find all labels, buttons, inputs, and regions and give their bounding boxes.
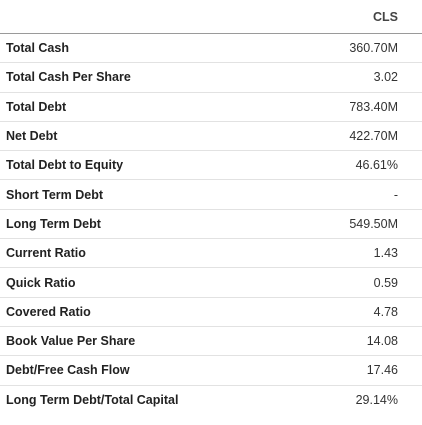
row-label: Total Cash Per Share — [6, 70, 131, 85]
table-row-quick-ratio: Quick Ratio 0.59 — [0, 268, 422, 298]
row-value: 46.61% — [355, 158, 398, 173]
row-value: 3.02 — [373, 70, 398, 85]
table-row-covered-ratio: Covered Ratio 4.78 — [0, 298, 422, 327]
row-value: 360.70M — [349, 41, 398, 56]
table-row-long-term-debt-total-capital: Long Term Debt/Total Capital 29.14% — [0, 386, 422, 415]
row-label: Long Term Debt — [6, 216, 101, 231]
row-value: 1.43 — [373, 246, 398, 261]
row-value: 783.40M — [349, 99, 398, 114]
row-label: Covered Ratio — [6, 304, 91, 319]
row-label: Debt/Free Cash Flow — [6, 363, 130, 378]
table-row-total-debt-to-equity: Total Debt to Equity 46.61% — [0, 151, 422, 181]
row-value: 4.78 — [373, 304, 398, 319]
table-row-book-value-per-share: Book Value Per Share 14.08 — [0, 327, 422, 357]
row-value: 0.59 — [373, 275, 398, 290]
row-label: Net Debt — [6, 129, 58, 144]
table-row-total-cash-per-share: Total Cash Per Share 3.02 — [0, 63, 422, 93]
table-row-net-debt: Net Debt 422.70M — [0, 122, 422, 152]
row-label: Book Value Per Share — [6, 334, 136, 349]
row-label: Total Cash — [6, 41, 69, 56]
row-label: Quick Ratio — [6, 275, 76, 290]
row-value: 17.46 — [366, 363, 398, 378]
row-value: 422.70M — [349, 129, 398, 144]
row-label: Current Ratio — [6, 246, 86, 261]
table-row-total-debt: Total Debt 783.40M — [0, 93, 422, 122]
table-header: CLS — [0, 0, 422, 34]
row-label: Short Term Debt — [6, 187, 103, 202]
row-label: Total Debt to Equity — [6, 158, 124, 173]
table-row-debt-free-cash-flow: Debt/Free Cash Flow 17.46 — [0, 356, 422, 386]
row-value: - — [393, 187, 398, 202]
row-label: Long Term Debt/Total Capital — [6, 393, 179, 408]
row-label: Total Debt — [6, 99, 67, 114]
table-body: Total Cash 360.70M Total Cash Per Share … — [0, 34, 422, 415]
table-row-current-ratio: Current Ratio 1.43 — [0, 239, 422, 269]
row-value: 29.14% — [355, 393, 398, 408]
row-value: 549.50M — [349, 216, 398, 231]
financial-ratios-table: CLS Total Cash 360.70M Total Cash Per Sh… — [0, 0, 422, 415]
row-value: 14.08 — [366, 334, 398, 349]
table-row-long-term-debt: Long Term Debt 549.50M — [0, 210, 422, 240]
ticker-column-header: CLS — [373, 10, 398, 24]
table-row-total-cash: Total Cash 360.70M — [0, 34, 422, 64]
table-row-short-term-debt: Short Term Debt - — [0, 180, 422, 210]
